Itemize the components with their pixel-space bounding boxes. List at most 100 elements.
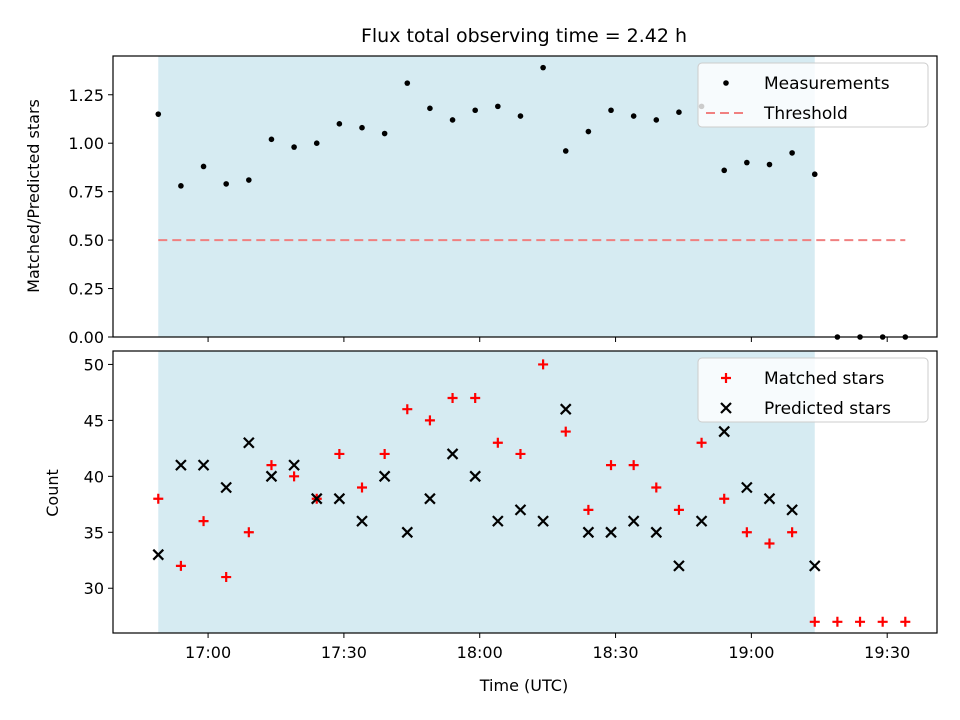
legend-label: Measurements: [764, 74, 890, 94]
matched-stars-point: [198, 516, 209, 527]
measurement-point: [608, 107, 614, 114]
legend: Measurements Threshold: [697, 62, 929, 128]
predicted-stars-point: [220, 481, 232, 494]
predicted-stars-point: [265, 470, 278, 483]
measurement-point: [766, 161, 773, 168]
predicted-stars-point: [356, 515, 368, 527]
measurement-point: [811, 171, 818, 178]
measurement-point: [336, 121, 343, 127]
chart-title: Flux total observing time = 2.42 h: [361, 25, 687, 47]
matched-stars-point: [447, 393, 458, 403]
y-tick-label: 0.00: [68, 328, 104, 347]
y-tick-label: 1.00: [68, 134, 104, 153]
y-tick-label: 35: [84, 523, 104, 542]
matched-stars-point: [628, 460, 639, 471]
measurement-point: [223, 181, 229, 187]
matched-stars-point: [492, 437, 503, 448]
matched-stars-point: [787, 527, 798, 538]
legend-label: Predicted stars: [764, 399, 891, 419]
y-tick-label: 45: [84, 411, 104, 430]
measurement-point: [517, 113, 524, 119]
legend-box: [697, 357, 929, 423]
x-tick-label: 19:00: [728, 643, 774, 662]
predicted-stars-point: [243, 436, 255, 449]
matched-stars-point: [741, 527, 752, 538]
matched-stars-point: [289, 471, 300, 482]
x-tick-label: 18:00: [457, 643, 503, 662]
measurement-point: [585, 128, 592, 135]
x-tick-label: 17:00: [185, 643, 231, 662]
predicted-stars-point: [333, 492, 346, 505]
predicted-stars-point: [469, 470, 481, 483]
legend-marker-dot: [723, 80, 729, 86]
measurement-point: [404, 80, 411, 86]
top-panel: Flux total observing time = 2.42 h Match…: [24, 25, 938, 347]
bottom-panel: Count Time (UTC) 30 35 40 45 50 17:00 17:30 18:…: [43, 350, 938, 695]
matched-stars-point: [402, 404, 413, 415]
matched-stars-point: [877, 616, 888, 627]
matched-stars-point: [175, 560, 186, 571]
measurement-point: [721, 167, 728, 174]
x-tick-label: 19:30: [864, 643, 910, 662]
y-tick-label: 40: [84, 467, 104, 486]
measurement-point: [562, 148, 569, 154]
matched-stars-point: [153, 493, 164, 504]
measurement-point: [381, 130, 388, 137]
predicted-stars-point: [673, 560, 685, 572]
measurement-point: [744, 159, 750, 166]
matched-stars-point: [470, 393, 481, 403]
predicted-stars-point: [582, 526, 595, 539]
legend-box: [697, 62, 929, 128]
predicted-stars-point: [786, 504, 798, 516]
matched-stars-point: [243, 527, 254, 538]
measurement-point: [178, 183, 184, 189]
measurement-point: [200, 163, 207, 170]
measurement-point: [427, 105, 433, 112]
predicted-stars-point: [695, 515, 708, 527]
measurement-point: [472, 107, 478, 114]
predicted-stars-point: [492, 515, 504, 527]
matched-stars-point: [266, 460, 277, 471]
x-tick-label: 18:30: [592, 643, 638, 662]
matched-stars-point: [334, 448, 345, 459]
predicted-stars-point: [763, 492, 776, 505]
predicted-stars-point: [197, 459, 210, 471]
predicted-stars-point: [310, 492, 323, 505]
predicted-stars-point: [401, 526, 414, 539]
measurement-point: [359, 124, 365, 131]
matched-stars-point: [809, 616, 820, 627]
axes-frame: [112, 55, 938, 338]
x-tick-label: 17:30: [321, 643, 367, 662]
matched-stars-point: [583, 504, 594, 515]
predicted-stars-point: [378, 470, 391, 483]
series-matched-stars: [153, 359, 911, 627]
predicted-stars-point: [627, 515, 640, 527]
matched-stars-point: [855, 616, 866, 627]
matched-stars-point: [357, 482, 368, 493]
matched-stars-point: [696, 437, 707, 448]
x-axis-label: Time (UTC): [479, 676, 568, 695]
predicted-stars-point: [152, 548, 165, 561]
predicted-stars-point: [424, 492, 436, 505]
matched-stars-point: [673, 504, 684, 515]
matched-stars-point: [424, 415, 435, 426]
measurement-point: [653, 117, 660, 123]
measurement-point: [789, 150, 795, 156]
legend-marker-x: [720, 402, 732, 414]
matched-stars-point: [560, 426, 571, 437]
y-tick-label: 0.25: [68, 280, 104, 299]
measurement-point: [540, 64, 546, 71]
measurement-point: [155, 111, 162, 117]
matched-stars-point: [515, 448, 526, 459]
series-predicted-stars: [152, 403, 821, 572]
predicted-stars-point: [741, 481, 753, 494]
matched-stars-point: [651, 482, 662, 493]
legend-label: Matched stars: [764, 369, 884, 389]
legend-label: Threshold: [763, 104, 848, 124]
measurement-point: [291, 144, 297, 150]
measurement-point: [449, 117, 456, 123]
matched-stars-point: [606, 460, 617, 471]
measurement-point: [676, 109, 682, 115]
predicted-stars-point: [537, 515, 549, 527]
